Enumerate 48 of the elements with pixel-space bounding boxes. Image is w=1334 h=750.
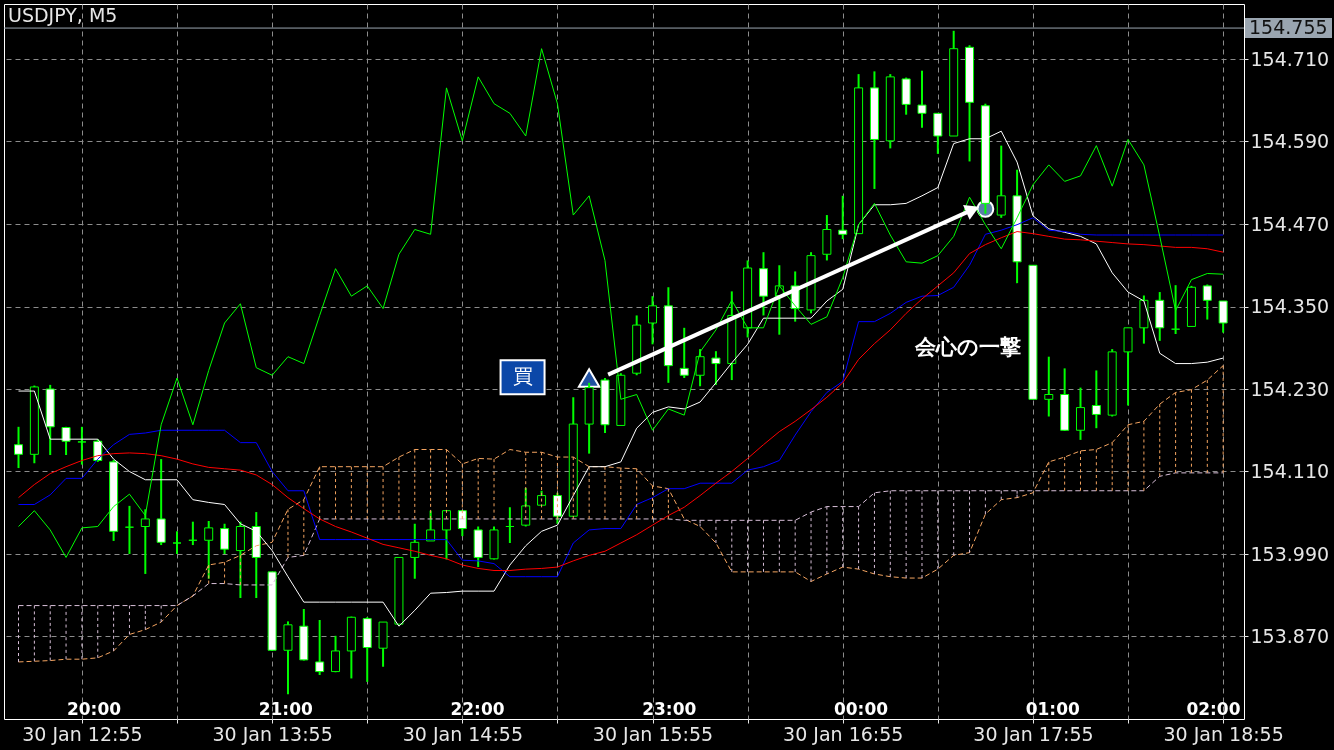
y-tick-label: 153.870	[1250, 625, 1330, 647]
annotation: 買	[512, 364, 533, 389]
candlestick	[1202, 283, 1212, 321]
candlestick	[933, 112, 943, 155]
candlestick	[315, 619, 325, 676]
candlestick	[1044, 355, 1054, 418]
x-tick-label: 30 Jan 16:55	[783, 722, 904, 745]
candlestick	[235, 520, 245, 599]
y-tick-label: 154.230	[1250, 377, 1330, 400]
candlestick	[77, 425, 87, 466]
candlestick	[648, 295, 658, 346]
x2-tick-label: 00:00	[833, 698, 889, 719]
x2-tick-label: 20:00	[66, 698, 122, 719]
y-tick-label: 154.710	[1250, 47, 1330, 70]
x-tick-label: 30 Jan 14:55	[402, 722, 523, 745]
candlestick	[996, 144, 1006, 219]
x-tick-label: 30 Jan 12:55	[22, 722, 143, 745]
candlestick	[61, 425, 71, 456]
y-tick-label: 154.110	[1250, 460, 1330, 482]
candlestick	[220, 522, 230, 555]
x2-tick-label: 21:00	[258, 698, 313, 719]
candlestick	[156, 458, 166, 547]
y-tick-label: 154.590	[1250, 130, 1330, 152]
y-tick-label: 154.470	[1250, 212, 1330, 235]
candlestick	[1091, 369, 1101, 430]
x2-tick-label: 02:00	[1186, 698, 1241, 719]
x2-tick-label: 01:00	[1025, 698, 1080, 719]
annotation: 会心の一撃	[914, 335, 1021, 359]
candlestick	[410, 522, 420, 580]
y-tick-label: 154.350	[1250, 295, 1330, 317]
ref-line-label: 154.755	[1249, 16, 1328, 39]
candlestick	[1218, 300, 1228, 334]
x-tick-label: 30 Jan 18:55	[1163, 722, 1284, 745]
candlestick	[917, 69, 927, 129]
x2-tick-label: 22:00	[450, 698, 505, 719]
candlestick	[711, 350, 721, 386]
candlestick	[838, 194, 848, 241]
x-tick-label: 30 Jan 15:55	[592, 722, 714, 745]
candlestick	[14, 425, 24, 470]
x-tick-label: 30 Jan 17:55	[973, 722, 1094, 745]
x2-tick-label: 23:00	[642, 698, 697, 719]
candlestick	[331, 634, 341, 674]
candlestick	[695, 348, 705, 388]
y-tick-label: 153.990	[1250, 542, 1330, 565]
chart-title: USDJPY, M5	[8, 4, 118, 26]
candlestick	[172, 530, 182, 555]
candlestick	[1075, 386, 1085, 441]
x-tick-label: 30 Jan 13:55	[212, 722, 333, 745]
